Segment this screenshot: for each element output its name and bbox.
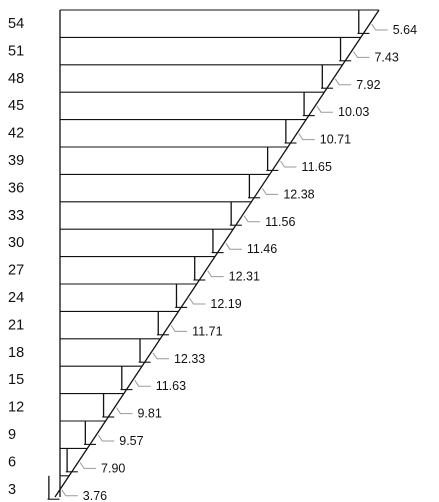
row-label: 45	[8, 98, 24, 114]
value-label: 10.03	[338, 105, 369, 119]
value-label: 11.71	[192, 324, 222, 338]
leader-line	[243, 215, 261, 223]
leader-line	[261, 188, 279, 195]
value-label: 12.38	[283, 187, 314, 201]
row-label: 24	[8, 290, 24, 306]
row-label: 36	[8, 180, 24, 196]
leader-line	[116, 407, 133, 415]
leader-line	[280, 160, 297, 168]
leader-line	[298, 133, 315, 141]
leader-line	[170, 325, 188, 332]
leader-line	[334, 78, 352, 86]
value-label: 11.46	[247, 242, 277, 256]
leader-line	[371, 23, 388, 31]
leader-line	[134, 379, 151, 387]
value-label: 11.63	[156, 379, 186, 393]
row-label: 9	[8, 427, 16, 443]
leader-line	[316, 105, 334, 113]
row-labels: 54 51 48 45 42 39 36 33 30 27 24 21 18 15 12 9 6 3	[8, 16, 24, 498]
row-label: 6	[8, 454, 16, 470]
row-label: 42	[8, 126, 24, 142]
value-label: 9.81	[137, 407, 161, 421]
value-label: 12.33	[174, 352, 205, 366]
row-label: 51	[8, 43, 24, 59]
value-label: 3.76	[83, 489, 107, 502]
row-label: 15	[8, 372, 24, 388]
row-label: 39	[8, 153, 24, 169]
leader-line	[225, 242, 242, 250]
row-label: 48	[8, 71, 24, 87]
diagonal-line	[54, 9, 380, 498]
value-labels: 5.64 7.43 7.92 10.03 10.71 11.65 12.38 11.56 11.…	[83, 23, 417, 502]
row-label: 12	[8, 400, 24, 416]
row-label: 18	[8, 345, 24, 361]
value-label: 10.71	[320, 133, 351, 147]
leader-line	[207, 270, 224, 278]
row-label: 54	[8, 16, 24, 32]
value-label: 9.57	[119, 434, 143, 448]
value-label: 7.92	[356, 78, 380, 92]
row-label: 27	[8, 263, 24, 279]
value-label: 11.56	[265, 215, 295, 229]
row-label: 3	[8, 482, 16, 498]
value-label: 5.64	[393, 23, 417, 37]
diagram-lines	[47, 9, 388, 500]
value-label: 11.65	[302, 160, 332, 174]
leader-line	[152, 352, 169, 360]
value-label: 12.31	[229, 270, 260, 284]
value-label: 7.43	[374, 50, 398, 64]
leader-line	[97, 434, 115, 442]
value-label: 12.19	[210, 297, 241, 311]
leader-line	[188, 297, 206, 305]
value-label: 7.90	[101, 461, 125, 475]
row-label: 30	[8, 235, 24, 251]
row-label: 33	[8, 208, 24, 224]
row-label: 21	[8, 317, 24, 333]
leader-line	[79, 462, 97, 469]
leader-line	[61, 489, 78, 497]
leader-line	[353, 51, 370, 58]
